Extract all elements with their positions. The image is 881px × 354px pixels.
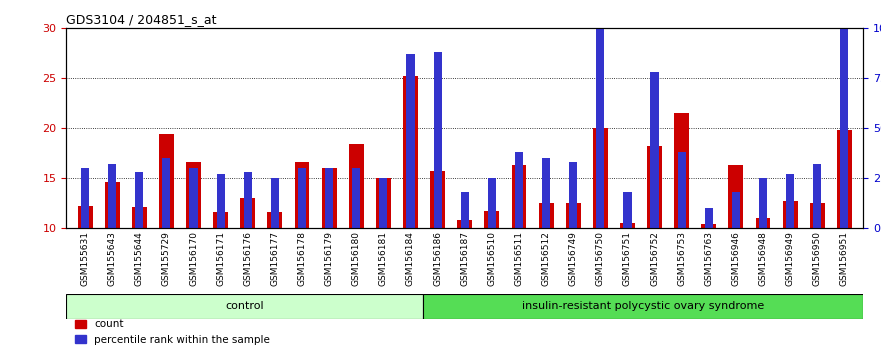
Bar [729, 165, 744, 228]
Bar [837, 130, 852, 228]
Bar [424, 294, 863, 319]
Bar [786, 174, 795, 228]
Bar [759, 178, 767, 228]
Bar [298, 169, 306, 228]
Bar [217, 174, 225, 228]
Bar [376, 178, 391, 228]
Bar [705, 208, 713, 228]
Bar [403, 76, 418, 228]
Bar [810, 203, 825, 228]
Bar [542, 158, 550, 228]
Bar [538, 203, 553, 228]
Bar [270, 178, 279, 228]
Bar [241, 198, 255, 228]
Bar [461, 192, 469, 228]
Bar [430, 171, 445, 228]
Bar [244, 172, 252, 228]
Bar [566, 203, 581, 228]
Bar [701, 224, 716, 228]
Bar [186, 162, 201, 228]
Bar [485, 211, 500, 228]
Bar [433, 52, 441, 228]
Bar [325, 169, 333, 228]
Bar [648, 146, 662, 228]
Bar [213, 212, 228, 228]
Bar [840, 0, 848, 228]
Bar [593, 128, 608, 228]
Bar [457, 220, 472, 228]
Bar [677, 152, 685, 228]
Bar [322, 169, 337, 228]
Bar [756, 218, 771, 228]
Text: GDS3104 / 204851_s_at: GDS3104 / 204851_s_at [66, 13, 217, 26]
Bar [512, 165, 527, 228]
Bar [66, 294, 424, 319]
Bar [650, 72, 659, 228]
Bar [380, 178, 388, 228]
Bar [624, 192, 632, 228]
Bar [488, 178, 496, 228]
Bar [515, 152, 523, 228]
Bar [782, 201, 797, 228]
Bar [108, 164, 116, 228]
Legend: count, percentile rank within the sample: count, percentile rank within the sample [71, 315, 274, 349]
Bar [349, 144, 364, 228]
Bar [406, 54, 415, 228]
Text: insulin-resistant polycystic ovary syndrome: insulin-resistant polycystic ovary syndr… [522, 301, 765, 311]
Bar [268, 212, 282, 228]
Bar [294, 162, 309, 228]
Bar [105, 182, 120, 228]
Bar [78, 206, 93, 228]
Text: control: control [226, 301, 264, 311]
Bar [81, 169, 89, 228]
Bar [159, 134, 174, 228]
Bar [620, 223, 635, 228]
Bar [352, 169, 360, 228]
Bar [732, 192, 740, 228]
Bar [596, 0, 604, 228]
Bar [162, 158, 171, 228]
Bar [674, 113, 689, 228]
Bar [132, 207, 147, 228]
Bar [813, 164, 821, 228]
Bar [189, 169, 197, 228]
Bar [135, 172, 144, 228]
Bar [569, 162, 577, 228]
